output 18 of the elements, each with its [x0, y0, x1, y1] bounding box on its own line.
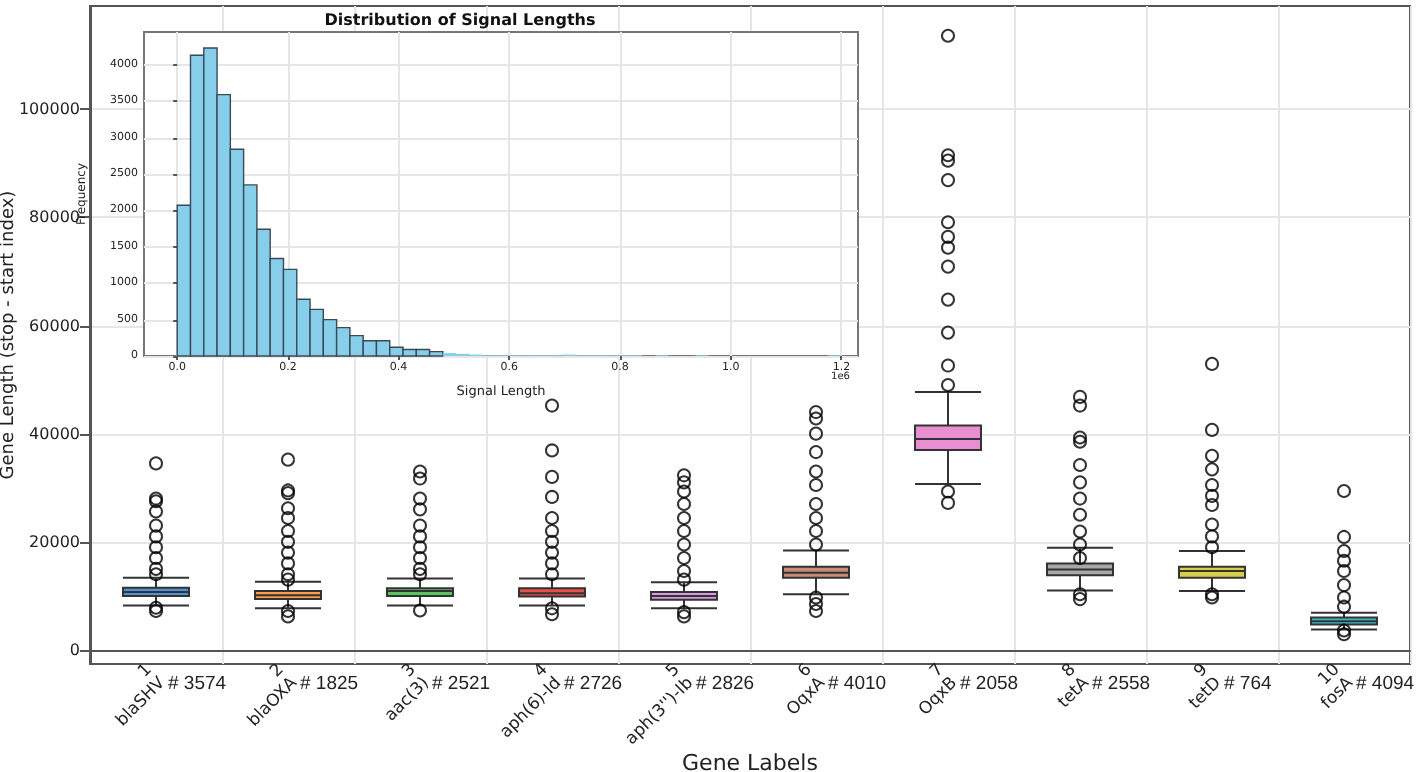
y-tick-label: 40000: [29, 424, 80, 443]
text: # 764: [1224, 673, 1272, 695]
y-tick-label: 0: [69, 640, 80, 659]
text: # 4010: [828, 673, 887, 695]
y-tick-label: 100000: [18, 100, 80, 119]
text: # 4094: [1356, 673, 1415, 695]
y-axis-title: Gene Length (stop - start index): [0, 190, 19, 480]
text: # 2521: [432, 673, 491, 695]
text: # 2726: [564, 673, 623, 695]
x-axis-title: Gene Labels: [682, 750, 819, 772]
text: # 3574: [168, 673, 227, 695]
text: # 2058: [960, 673, 1019, 695]
text: # 1825: [300, 673, 359, 695]
y-tick-label: 60000: [29, 316, 80, 335]
y-tick-label: 20000: [29, 532, 80, 551]
text: # 2558: [1092, 673, 1151, 695]
chart-title: Distribution of Signal Lengths: [324, 11, 596, 29]
text: # 2826: [696, 673, 755, 695]
